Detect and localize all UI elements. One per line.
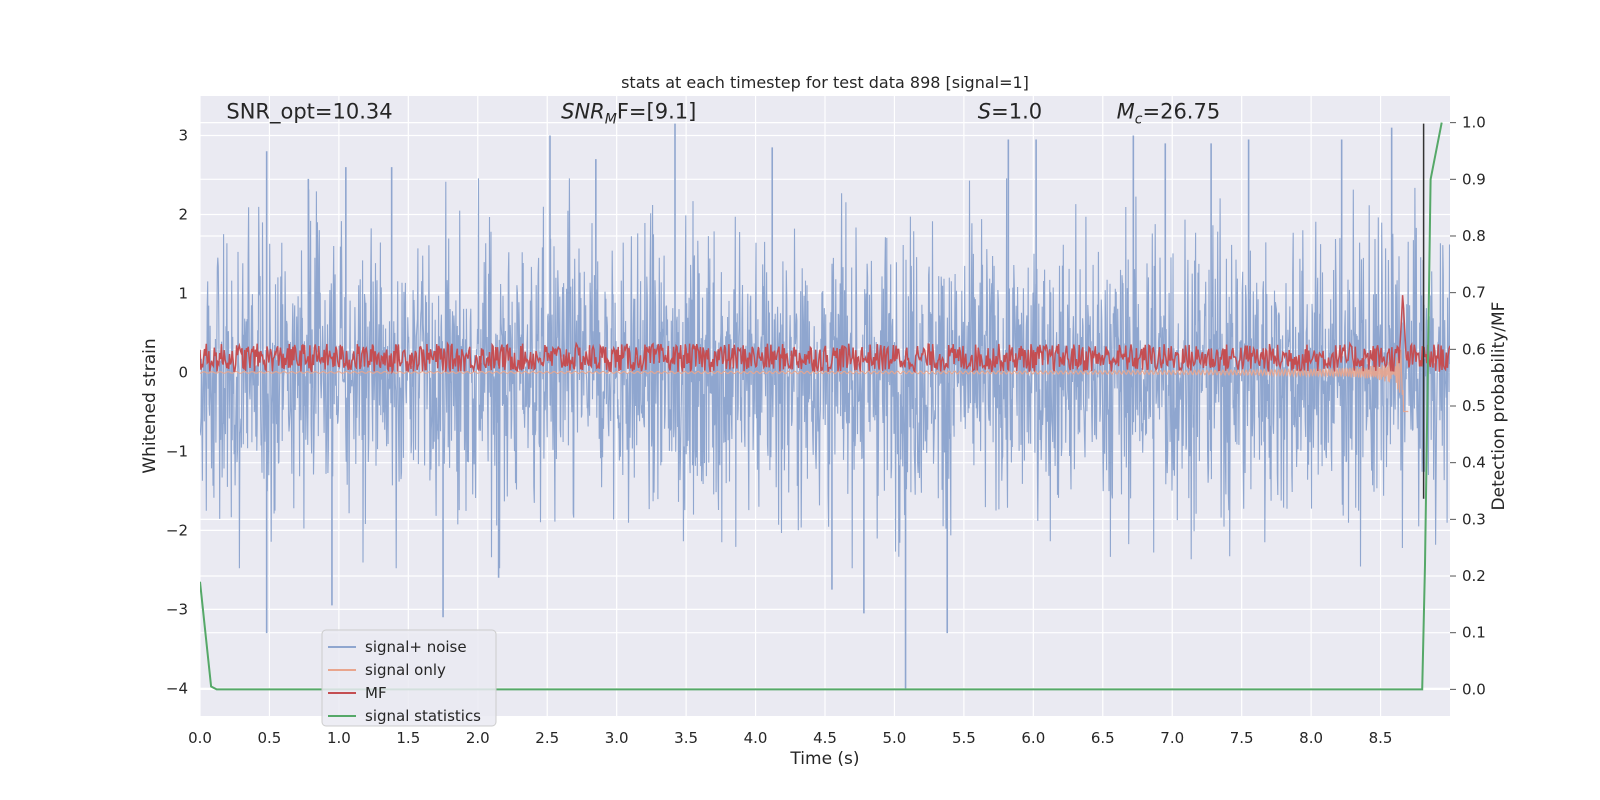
x-tick-label: 5.5 xyxy=(952,729,976,747)
series-signal-only-line xyxy=(200,349,1409,413)
y2-ticks: 0.0 0.1 0.2 0.3 0.4 0.5 0.6 0.7 0.8 0.9 1.0 xyxy=(1450,114,1486,698)
y2-tick-label: 0.1 xyxy=(1462,624,1486,642)
chart-title: stats at each timestep for test data 898… xyxy=(621,73,1029,92)
x-tick-label: 1.5 xyxy=(396,729,420,747)
series-signal-noise-line xyxy=(200,178,1450,569)
y2-tick-label: 0.6 xyxy=(1462,340,1486,358)
y-tick-label: 1 xyxy=(178,284,188,302)
y2-tick-label: 0.4 xyxy=(1462,454,1486,472)
legend: signal+ noise signal only MF signal statist… xyxy=(321,629,497,727)
y2-tick-label: 0.2 xyxy=(1462,567,1486,585)
x-tick-label: 1.0 xyxy=(327,729,351,747)
x-tick-label: 3.0 xyxy=(605,729,629,747)
x-tick-label: 7.5 xyxy=(1230,729,1254,747)
x-tick-label: 2.0 xyxy=(466,729,490,747)
x-tick-label: 8.5 xyxy=(1369,729,1393,747)
y-axis-label: Whitened strain xyxy=(140,338,160,473)
plot-marks xyxy=(200,122,1450,691)
x-tick-label: 0.0 xyxy=(188,729,212,747)
y-tick-label: −4 xyxy=(166,679,188,697)
annotation-1: SNRMF=[9.1] xyxy=(561,100,696,128)
annotations: SNR_opt=10.34 SNRMF=[9.1] S=1.0 Mc=26.75 xyxy=(226,100,1220,128)
annotation-0: SNR_opt=10.34 xyxy=(226,100,392,125)
legend-entry: signal statistics xyxy=(365,707,481,725)
y-tick-label: −2 xyxy=(166,521,188,539)
y2-tick-label: 0.3 xyxy=(1462,510,1486,528)
legend-entry: MF xyxy=(365,684,387,702)
y-tick-label: −3 xyxy=(166,600,188,618)
x-ticks: 0.0 0.5 1.0 1.5 2.0 2.5 3.0 3.5 4.0 4.5 5.0 5.5 6.0 6… xyxy=(188,729,1392,747)
annotation-3: Mc=26.75 xyxy=(1117,100,1221,128)
x-tick-label: 5.0 xyxy=(883,729,907,747)
series-mf-line xyxy=(200,295,1450,375)
y2-axis-label: Detection probability/MF xyxy=(1489,302,1509,511)
y-tick-label: 2 xyxy=(178,205,188,223)
x-tick-label: 4.0 xyxy=(744,729,768,747)
legend-entry: signal+ noise xyxy=(365,638,467,656)
x-tick-label: 6.5 xyxy=(1091,729,1115,747)
x-tick-label: 4.5 xyxy=(813,729,837,747)
y2-tick-label: 0.9 xyxy=(1462,170,1486,188)
y2-tick-label: 0.7 xyxy=(1462,284,1486,302)
legend-frame xyxy=(321,629,497,727)
x-tick-label: 3.5 xyxy=(674,729,698,747)
series-signal-statistics-line xyxy=(200,122,1443,691)
legend-entry: signal only xyxy=(365,661,446,679)
x-axis-label: Time (s) xyxy=(789,749,859,769)
y-ticks: −4 −3 −2 −1 0 1 2 3 xyxy=(166,126,188,697)
y2-tick-label: 0.0 xyxy=(1462,680,1486,698)
annotation-2: S=1.0 xyxy=(978,100,1042,124)
y-tick-label: −1 xyxy=(166,442,188,460)
x-tick-label: 0.5 xyxy=(258,729,282,747)
x-tick-label: 8.0 xyxy=(1299,729,1323,747)
y2-tick-label: 0.8 xyxy=(1462,227,1486,245)
y2-tick-label: 0.5 xyxy=(1462,397,1486,415)
x-tick-label: 2.5 xyxy=(535,729,559,747)
y2-tick-label: 1.0 xyxy=(1462,114,1486,132)
x-tick-label: 6.0 xyxy=(1021,729,1045,747)
y-tick-label: 3 xyxy=(178,126,188,144)
y-tick-label: 0 xyxy=(178,363,188,381)
x-tick-label: 7.0 xyxy=(1160,729,1184,747)
